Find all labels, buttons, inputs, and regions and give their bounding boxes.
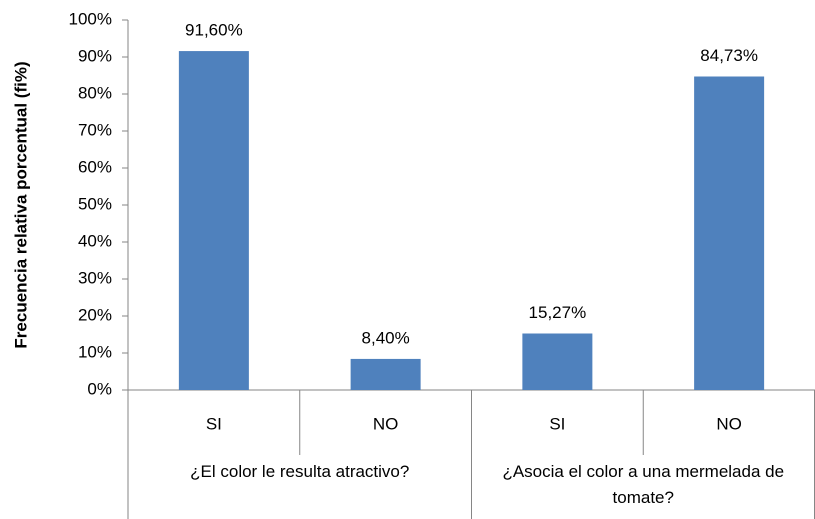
data-label: 84,73%: [700, 46, 758, 65]
x-tick-label: SI: [549, 414, 565, 433]
bar: [178, 51, 249, 390]
data-label: 15,27%: [529, 303, 587, 322]
x-tick-label: NO: [716, 414, 742, 433]
group-label: ¿Asocia el color a una mermelada de toma…: [502, 462, 785, 507]
y-tick-label: 0%: [87, 379, 112, 398]
y-tick-label: 70%: [78, 120, 112, 139]
y-tick-label: 50%: [78, 194, 112, 213]
bar: [522, 333, 593, 390]
y-tick-label: 40%: [78, 231, 112, 250]
bar: [350, 358, 421, 390]
y-tick-label: 20%: [78, 305, 112, 324]
y-tick-label: 30%: [78, 268, 112, 287]
x-tick-label: SI: [206, 414, 222, 433]
y-tick-label: 80%: [78, 83, 112, 102]
data-label: 8,40%: [362, 328, 410, 347]
data-label: 91,60%: [185, 21, 243, 40]
y-tick-label: 100%: [69, 9, 112, 28]
y-tick-label: 90%: [78, 46, 112, 65]
x-tick-label: NO: [373, 414, 399, 433]
bar: [694, 76, 765, 391]
group-label: ¿El color le resulta atractivo?: [190, 462, 410, 481]
y-tick-label: 60%: [78, 157, 112, 176]
y-tick-label: 10%: [78, 342, 112, 361]
y-axis-title: Frecuencia relativa porcentual (fi%): [11, 61, 30, 348]
